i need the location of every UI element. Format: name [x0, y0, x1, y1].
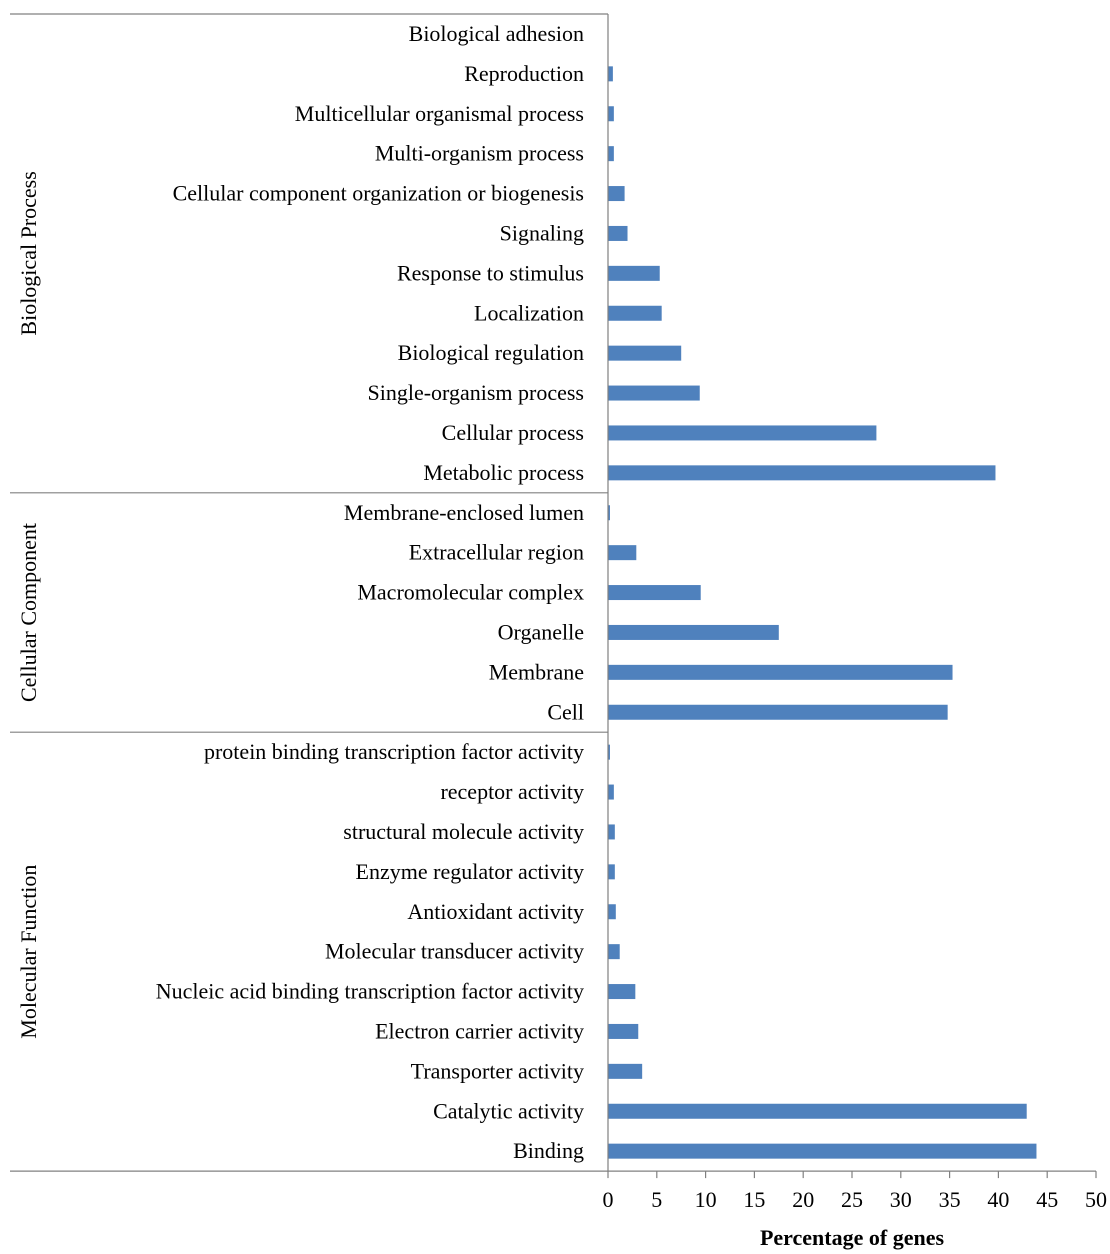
category-label-organelle: Organelle: [498, 619, 584, 644]
category-label-biological-adhesion: Biological adhesion: [409, 21, 584, 46]
bar-signaling: [608, 225, 628, 241]
bar-enzyme-regulator-activity: [608, 864, 615, 880]
x-tick-labels: 0 5 10 15 20 25 30 35 40 45 50: [603, 1187, 1108, 1212]
category-label-nucleic-acid-binding-transcription-factor-activity: Nucleic acid binding transcription facto…: [156, 979, 584, 1004]
bar-cell: [608, 704, 948, 720]
category-label-single-organism-process: Single-organism process: [367, 380, 584, 405]
category-label-protein-binding-transcription-factor-activity: protein binding transcription factor act…: [204, 739, 584, 764]
category-label-electron-carrier-activity: Electron carrier activity: [375, 1018, 584, 1043]
bar-membrane-enclosed-lumen: [608, 505, 610, 521]
bar-transporter-activity: [608, 1063, 643, 1079]
bar-response-to-stimulus: [608, 265, 660, 281]
x-axis-title: Percentage of genes: [760, 1225, 945, 1250]
category-label-multi-organism-process: Multi-organism process: [375, 141, 584, 166]
category-label-structural-molecule-activity: structural molecule activity: [343, 819, 584, 844]
group-label-cellular-component: Cellular Component: [16, 523, 41, 702]
category-label-catalytic-activity: Catalytic activity: [433, 1098, 584, 1123]
bar-metabolic-process: [608, 465, 996, 481]
category-label-response-to-stimulus: Response to stimulus: [397, 260, 584, 285]
group-label-biological-process: Biological Process: [16, 171, 41, 335]
category-label-localization: Localization: [474, 300, 584, 325]
bar-multicellular-organismal-process: [608, 106, 614, 122]
category-label-enzyme-regulator-activity: Enzyme regulator activity: [356, 859, 584, 884]
x-tick-label-15: 15: [743, 1187, 765, 1212]
category-label-membrane: Membrane: [489, 659, 584, 684]
category-label-signaling: Signaling: [500, 220, 584, 245]
x-tick-label-5: 5: [651, 1187, 662, 1212]
bar-molecular-transducer-activity: [608, 944, 620, 960]
category-label-extracellular-region: Extracellular region: [409, 540, 584, 565]
bar-nucleic-acid-binding-transcription-factor-activity: [608, 984, 636, 1000]
category-label-biological-regulation: Biological regulation: [398, 340, 584, 365]
axes: [10, 13, 1097, 1179]
bar-single-organism-process: [608, 385, 700, 401]
bars-layer: [608, 66, 1037, 1159]
bar-organelle: [608, 624, 779, 640]
x-tick-label-0: 0: [603, 1187, 614, 1212]
bar-extracellular-region: [608, 545, 637, 561]
category-label-membrane-enclosed-lumen: Membrane-enclosed lumen: [344, 500, 584, 525]
x-tick-label-35: 35: [939, 1187, 961, 1212]
bar-cellular-component-organization-or-biogenesis: [608, 186, 625, 202]
bar-protein-binding-transcription-factor-activity: [608, 744, 610, 760]
category-label-macromolecular-complex: Macromolecular complex: [357, 580, 584, 605]
x-tick-label-10: 10: [695, 1187, 717, 1212]
x-tick-label-40: 40: [987, 1187, 1009, 1212]
group-labels: Biological Process Cellular Component Mole…: [16, 171, 41, 1039]
bar-receptor-activity: [608, 784, 614, 800]
bar-electron-carrier-activity: [608, 1023, 639, 1039]
category-label-metabolic-process: Metabolic process: [423, 460, 584, 485]
category-label-cell: Cell: [547, 699, 584, 724]
category-label-cellular-process: Cellular process: [442, 420, 584, 445]
category-label-transporter-activity: Transporter activity: [411, 1058, 584, 1083]
x-tick-label-50: 50: [1085, 1187, 1107, 1212]
bar-reproduction: [608, 66, 613, 82]
category-label-cellular-component-organization-or-biogenesis: Cellular component organization or bioge…: [173, 181, 584, 206]
x-tick-label-25: 25: [841, 1187, 863, 1212]
bar-cellular-process: [608, 425, 877, 441]
group-label-molecular-function: Molecular Function: [16, 865, 41, 1039]
bar-antioxidant-activity: [608, 904, 616, 920]
x-tick-label-20: 20: [792, 1187, 814, 1212]
category-label-reproduction: Reproduction: [464, 61, 584, 86]
bar-macromolecular-complex: [608, 585, 701, 601]
category-label-binding: Binding: [513, 1138, 584, 1163]
bar-membrane: [608, 664, 953, 680]
category-label-molecular-transducer-activity: Molecular transducer activity: [325, 939, 584, 964]
bar-catalytic-activity: [608, 1103, 1027, 1119]
category-label-receptor-activity: receptor activity: [440, 779, 584, 804]
bar-localization: [608, 305, 662, 321]
bar-biological-regulation: [608, 345, 682, 361]
category-label-multicellular-organismal-process: Multicellular organismal process: [295, 101, 584, 126]
category-labels: Biological adhesion Reproduction Multicell…: [156, 21, 584, 1163]
category-label-antioxidant-activity: Antioxidant activity: [407, 899, 584, 924]
bar-structural-molecule-activity: [608, 824, 615, 840]
x-tick-label-45: 45: [1036, 1187, 1058, 1212]
bar-binding: [608, 1143, 1037, 1159]
x-tick-label-30: 30: [890, 1187, 912, 1212]
bar-multi-organism-process: [608, 146, 614, 162]
